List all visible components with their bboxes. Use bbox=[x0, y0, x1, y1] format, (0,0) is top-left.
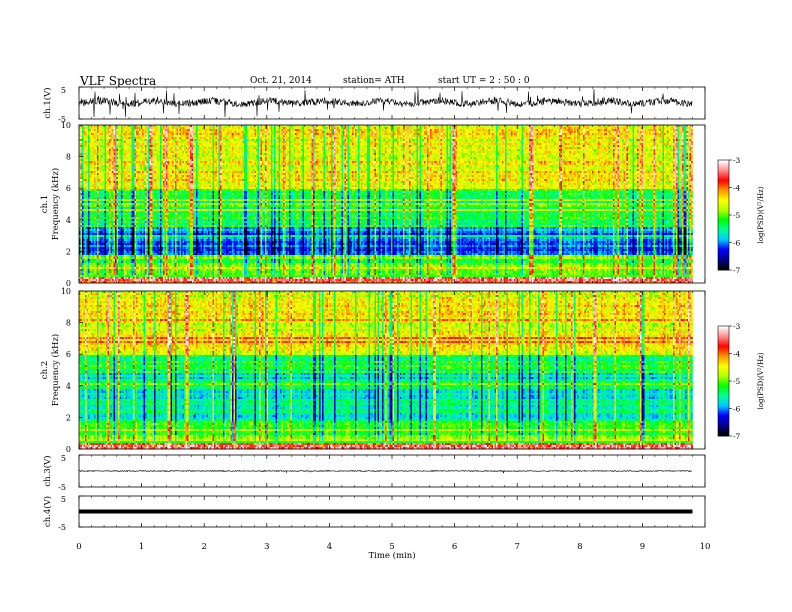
ch1-waveform-ytick-label: 5 bbox=[61, 86, 66, 95]
ch1-waveform-trace bbox=[79, 89, 692, 117]
ch1-waveform-ylabel: ch.1(V) bbox=[42, 87, 53, 118]
ch1-spectrogram-heatmap bbox=[79, 125, 693, 283]
ch1-waveform-panel: 5-5ch.1(V) bbox=[42, 86, 705, 124]
